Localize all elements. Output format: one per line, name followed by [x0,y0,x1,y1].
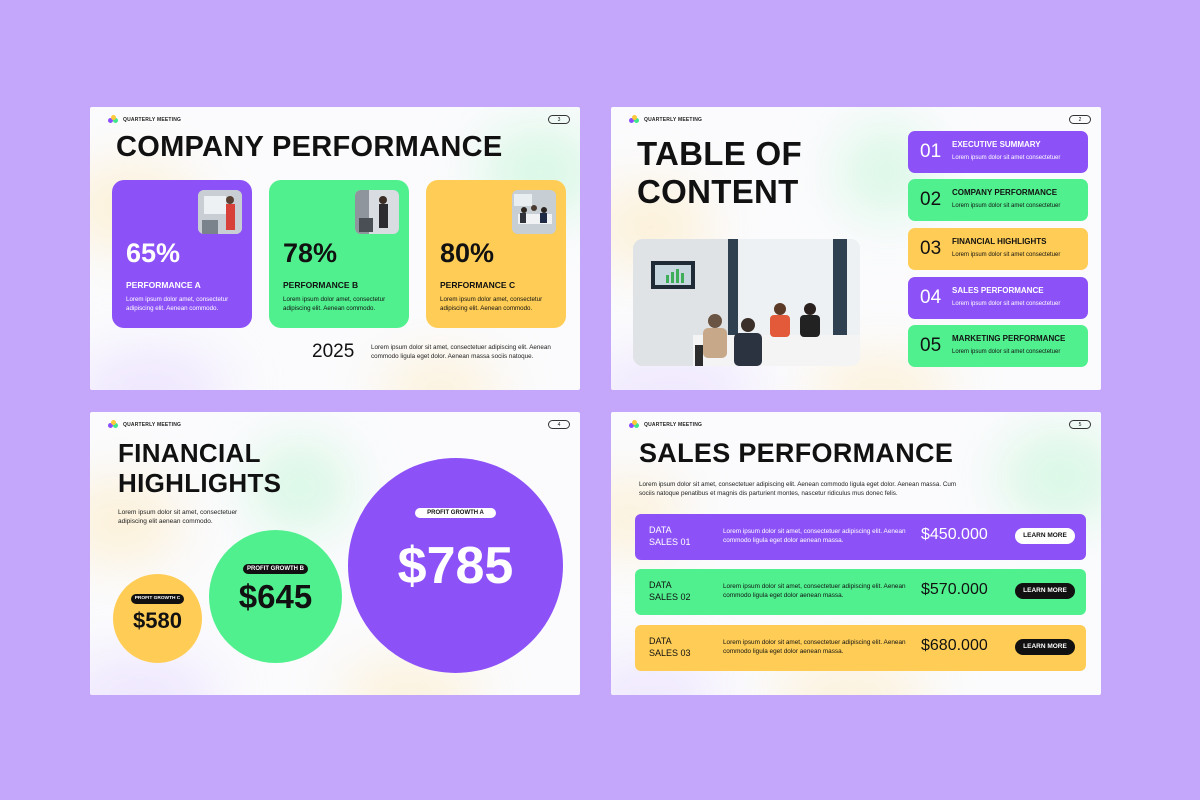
toc-item-marketing-performance[interactable]: 05 MARKETING PERFORMANCE Lorem ipsum dol… [908,325,1088,367]
learn-more-button[interactable]: LEARN MORE [1015,639,1075,655]
performance-card-a[interactable]: 65% PERFORMANCE A Lorem ipsum dolor amet… [112,180,252,328]
profit-growth-b-label: PROFIT GROWTH B [243,564,308,574]
performance-label: PERFORMANCE B [283,280,359,290]
sales-row-03: DATA SALES 03 Lorem ipsum dolor sit amet,… [635,625,1086,671]
profit-growth-a-value: $785 [397,537,514,595]
performance-percent: 78% [283,238,338,268]
performance-photo [512,190,556,234]
sales-value: $680.000 [921,637,988,654]
toc-item-sales-performance[interactable]: 04 SALES PERFORMANCE Lorem ipsum dolor s… [908,277,1088,319]
toc-number: 01 [920,141,942,162]
page-number: 5 [1069,420,1091,429]
slide-title: SALES PERFORMANCE [639,438,954,468]
brand-label: QUARTERLY MEETING [644,421,703,428]
page-number: 2 [1069,115,1091,124]
slide-header: QUARTERLY MEETING [108,420,181,429]
performance-desc: Lorem ipsum dolor amet, consectetur adip… [126,296,229,312]
slide-title-line-1: TABLE OF [637,135,802,172]
performance-percent: 80% [440,238,495,268]
brand-label: QUARTERLY MEETING [644,116,703,123]
slide-table-of-content[interactable]: QUARTERLY MEETING 2 TABLE OF CONTENT [611,107,1101,390]
performance-desc: Lorem ipsum dolor amet, consectetur adip… [440,296,543,312]
performance-desc: Lorem ipsum dolor amet, consectetur adip… [283,296,386,312]
profit-growth-a-circle[interactable]: PROFIT GROWTH A $785 [348,458,563,673]
toc-item-company-performance[interactable]: 02 COMPANY PERFORMANCE Lorem ipsum dolor… [908,179,1088,221]
sales-desc: Lorem ipsum dolor sit amet, consectetuer… [723,639,906,655]
sales-name-line-1: DATA [649,636,672,646]
learn-more-button[interactable]: LEARN MORE [1015,583,1075,599]
brand-logo-icon [629,420,639,429]
slide-title-line-2: HIGHLIGHTS [118,468,282,498]
slide-title-line-2: CONTENT [637,173,799,210]
toc-desc: Lorem ipsum dolor sit amet consectetuer [952,203,1061,209]
toc-label: SALES PERFORMANCE [952,286,1044,295]
toc-desc: Lorem ipsum dolor sit amet consectetuer [952,252,1061,258]
slide-title-line-1: FINANCIAL [118,438,261,468]
brand-logo-icon [108,420,118,429]
slide-company-performance[interactable]: QUARTERLY MEETING 3 COMPANY PERFORMANCE … [90,107,580,390]
brand-logo-icon [108,115,118,124]
toc-label: COMPANY PERFORMANCE [952,188,1058,197]
toc-number: 03 [920,238,942,259]
toc-item-executive-summary[interactable]: 01 EXECUTIVE SUMMARY Lorem ipsum dolor s… [908,131,1088,173]
performance-photo [198,190,242,234]
performance-card-b[interactable]: 78% PERFORMANCE B Lorem ipsum dolor amet… [269,180,409,328]
sales-row-01: DATA SALES 01 Lorem ipsum dolor sit amet,… [635,514,1086,560]
sales-name-line-2: SALES 01 [649,537,691,547]
learn-more-button[interactable]: LEARN MORE [1015,528,1075,544]
sales-name: DATA SALES 03 [649,635,691,659]
toc-number: 04 [920,287,942,308]
slide-header: QUARTERLY MEETING [629,420,702,429]
year-description: Lorem ipsum dolor sit amet, consectetuer… [371,344,551,360]
toc-number: 02 [920,189,942,210]
page-number: 4 [548,420,570,429]
toc-desc: Lorem ipsum dolor sit amet consectetuer [952,349,1061,355]
toc-label: EXECUTIVE SUMMARY [952,140,1041,149]
profit-growth-a-label: PROFIT GROWTH A [415,508,496,518]
profit-growth-b-circle[interactable]: PROFIT GROWTH B $645 [209,530,342,663]
performance-photo [355,190,399,234]
slide-title: COMPANY PERFORMANCE [116,131,503,163]
toc-label: MARKETING PERFORMANCE [952,334,1066,343]
profit-growth-c-circle[interactable]: PROFIT GROWTH C $580 [113,574,202,663]
sales-value: $450.000 [921,526,988,543]
sales-value: $570.000 [921,581,988,598]
profit-growth-c-label: PROFIT GROWTH C [131,594,184,604]
brand-label: QUARTERLY MEETING [123,116,182,123]
page-number: 3 [548,115,570,124]
toc-desc: Lorem ipsum dolor sit amet consectetuer [952,155,1061,161]
section-description: Lorem ipsum dolor sit amet, consectetuer… [118,509,238,525]
sales-name: DATA SALES 01 [649,524,691,548]
meeting-photo [633,239,860,366]
sales-desc: Lorem ipsum dolor sit amet, consectetuer… [723,583,906,599]
slide-header: QUARTERLY MEETING [108,115,181,124]
sales-name-line-1: DATA [649,525,672,535]
sales-row-02: DATA SALES 02 Lorem ipsum dolor sit amet,… [635,569,1086,615]
profit-growth-c-value: $580 [133,608,182,633]
section-description: Lorem ipsum dolor sit amet, consectetuer… [639,481,957,497]
toc-number: 05 [920,335,942,356]
brand-label: QUARTERLY MEETING [123,421,182,428]
performance-percent: 65% [126,238,181,268]
year-label: 2025 [312,341,355,362]
sales-name-line-1: DATA [649,580,672,590]
performance-card-c[interactable]: 80% PERFORMANCE C Lorem ipsum dolor amet… [426,180,566,328]
performance-label: PERFORMANCE C [440,280,516,290]
toc-desc: Lorem ipsum dolor sit amet consectetuer [952,301,1061,307]
slide-header: QUARTERLY MEETING [629,115,702,124]
toc-item-financial-highlights[interactable]: 03 FINANCIAL HIGHLIGHTS Lorem ipsum dolo… [908,228,1088,270]
sales-name: DATA SALES 02 [649,579,691,603]
slide-sales-performance[interactable]: QUARTERLY MEETING 5 SALES PERFORMANCE Lo… [611,412,1101,695]
slide-financial-highlights[interactable]: QUARTERLY MEETING 4 FINANCIAL HIGHLIGHTS… [90,412,580,695]
sales-name-line-2: SALES 03 [649,648,691,658]
sales-name-line-2: SALES 02 [649,592,691,602]
sales-desc: Lorem ipsum dolor sit amet, consectetuer… [723,528,906,544]
brand-logo-icon [629,115,639,124]
performance-label: PERFORMANCE A [126,280,201,290]
toc-label: FINANCIAL HIGHLIGHTS [952,237,1047,246]
profit-growth-b-value: $645 [238,578,313,615]
